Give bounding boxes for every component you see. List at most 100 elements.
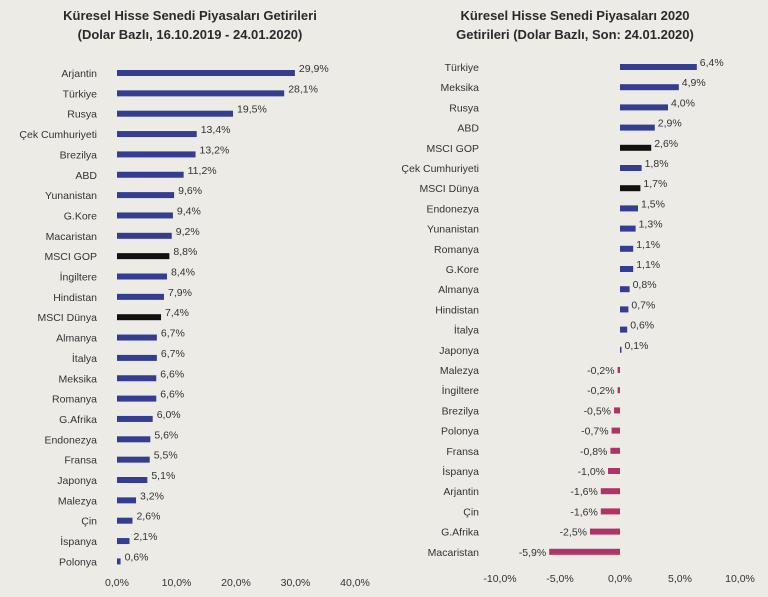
- value-label-hindistan: 7,9%: [168, 287, 192, 299]
- bar-g-afrika: [117, 415, 153, 422]
- bar-polonya: [611, 427, 620, 434]
- category-label-arjantin: Arjantin: [443, 486, 479, 498]
- bar-malezya: [117, 497, 137, 504]
- category-label-rusya: Rusya: [67, 109, 97, 121]
- category-label-malezya: Malezya: [440, 365, 479, 377]
- category-label-yunanistan: Yunanistan: [427, 224, 479, 236]
- category-label-turkiye: Türkiye: [63, 88, 98, 100]
- bar-endonezya: [620, 205, 638, 212]
- bar-brezilya: [117, 151, 196, 158]
- category-label-cin: Çin: [81, 516, 97, 528]
- bar-cin: [117, 517, 133, 524]
- value-label-polonya: 0,6%: [125, 551, 149, 563]
- category-label-romanya: Romanya: [434, 244, 479, 256]
- category-label-cek-cumhuriyeti: Çek Cumhuriyeti: [19, 129, 97, 141]
- category-label-g-afrika: G.Afrika: [441, 527, 479, 539]
- category-label-ingiltere: İngiltere: [60, 271, 98, 284]
- category-label-cin: Çin: [463, 506, 479, 518]
- category-label-hindistan: Hindistan: [53, 292, 97, 304]
- value-label-ispanya: 2,1%: [133, 531, 157, 543]
- value-label-cek-cumhuriyeti: 1,8%: [645, 158, 669, 170]
- value-label-cin: 2,6%: [136, 511, 160, 523]
- value-label-cek-cumhuriyeti: 13,4%: [201, 124, 231, 136]
- value-label-ispanya: -1,0%: [578, 466, 605, 478]
- value-label-g-kore: 1,1%: [636, 259, 660, 271]
- category-label-endonezya: Endonezya: [44, 434, 97, 446]
- bar-ingiltere: [117, 273, 167, 280]
- bar-japonya: [117, 477, 148, 483]
- category-label-fransa: Fransa: [446, 446, 479, 458]
- category-label-g-afrika: G.Afrika: [59, 414, 97, 426]
- chart-1-svg: Arjantin 29,9% Türkiye 28,1% Rusya 19,5% Çek C…: [19, 63, 370, 589]
- x-tick-label: 10,0%: [162, 577, 192, 589]
- x-tick-label: 5,0%: [668, 573, 692, 585]
- bar-endonezya: [117, 436, 151, 443]
- category-label-rusya: Rusya: [449, 102, 479, 114]
- bar-arjantin: [117, 70, 295, 76]
- value-label-g-afrika: 6,0%: [157, 409, 181, 421]
- value-label-italya: 0,6%: [630, 320, 654, 332]
- value-label-japonya: 0,1%: [625, 340, 649, 352]
- bar-italya: [117, 354, 157, 361]
- category-label-japonya: Japonya: [439, 345, 479, 357]
- value-label-brezilya: -0,5%: [584, 405, 611, 417]
- chart-2-title-line-1: Küresel Hisse Senedi Piyasaları 2020: [460, 8, 690, 23]
- bar-ispanya: [117, 538, 130, 545]
- bar-msci-dunya: [620, 185, 641, 192]
- category-label-almanya: Almanya: [56, 333, 97, 345]
- category-label-endonezya: Endonezya: [426, 203, 479, 215]
- bar-turkiye: [620, 64, 697, 70]
- category-label-msci-gop: MSCI GOP: [426, 143, 479, 155]
- chart-1-title-line-2: (Dolar Bazlı, 16.10.2019 - 24.01.2020): [77, 27, 303, 42]
- value-label-almanya: 0,8%: [633, 279, 657, 291]
- category-label-macaristan: Macaristan: [46, 231, 98, 243]
- bar-g-kore: [117, 212, 173, 219]
- bar-malezya: [617, 367, 620, 373]
- chart-1-title-line-1: Küresel Hisse Senedi Piyasaları Getirile…: [63, 8, 317, 23]
- category-label-meksika: Meksika: [58, 373, 97, 385]
- bar-almanya: [620, 286, 630, 293]
- value-label-msci-gop: 2,6%: [654, 138, 678, 150]
- bar-arjantin: [600, 488, 620, 495]
- x-tick-label: 0,0%: [105, 577, 129, 589]
- bar-rusya: [620, 104, 668, 111]
- value-label-ingiltere: -0,2%: [587, 385, 614, 397]
- bar-japonya: [620, 346, 622, 353]
- bar-almanya: [117, 334, 157, 341]
- value-label-arjantin: 29,9%: [299, 63, 329, 75]
- category-label-hindistan: Hindistan: [435, 304, 479, 316]
- value-label-brezilya: 13,2%: [200, 144, 230, 156]
- value-label-endonezya: 5,6%: [154, 429, 178, 441]
- category-label-g-kore: G.Kore: [64, 210, 97, 222]
- value-label-abd: 2,9%: [658, 118, 682, 130]
- x-tick-label: 10,0%: [725, 573, 755, 585]
- category-label-italya: İtalya: [454, 324, 479, 337]
- bar-turkiye: [117, 90, 285, 97]
- bar-abd: [620, 124, 655, 131]
- bar-hindistan: [117, 293, 165, 300]
- x-tick-label: -5,0%: [546, 573, 573, 585]
- category-label-meksika: Meksika: [440, 82, 479, 94]
- category-label-yunanistan: Yunanistan: [45, 190, 97, 202]
- bar-ingiltere: [617, 387, 620, 394]
- bar-ispanya: [608, 468, 620, 474]
- bar-cin: [600, 508, 620, 515]
- bar-yunanistan: [117, 192, 175, 199]
- value-label-arjantin: -1,6%: [570, 486, 597, 498]
- bar-msci-gop: [620, 144, 652, 151]
- value-label-fransa: -0,8%: [580, 446, 607, 458]
- value-label-abd: 11,2%: [188, 165, 217, 177]
- chart-1-title: Küresel Hisse Senedi Piyasaları Getirile…: [0, 6, 380, 44]
- value-label-meksika: 6,6%: [160, 368, 184, 380]
- bar-rusya: [117, 110, 234, 117]
- bar-fransa: [117, 456, 150, 463]
- category-label-ingiltere: İngiltere: [442, 384, 480, 397]
- bar-g-afrika: [590, 528, 620, 535]
- value-label-g-afrika: -2,5%: [560, 527, 587, 539]
- value-label-msci-dunya: 7,4%: [165, 307, 189, 319]
- value-label-malezya: -0,2%: [587, 365, 614, 377]
- category-label-brezilya: Brezilya: [442, 405, 480, 417]
- value-label-fransa: 5,5%: [154, 450, 178, 462]
- bar-yunanistan: [620, 225, 636, 232]
- value-label-almanya: 6,7%: [161, 328, 185, 340]
